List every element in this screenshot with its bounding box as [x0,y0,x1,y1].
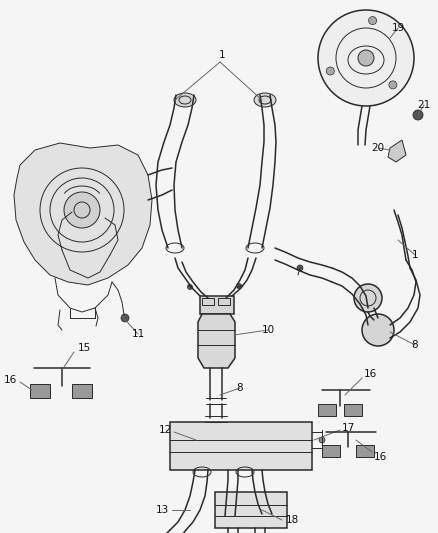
Circle shape [121,314,129,322]
Bar [170,422,312,470]
Text: 20: 20 [371,143,385,153]
Text: 8: 8 [412,340,418,350]
Text: 13: 13 [155,505,169,515]
Circle shape [354,284,382,312]
Text: 10: 10 [261,325,275,335]
Circle shape [362,314,394,346]
Circle shape [358,50,374,66]
Bar [30,384,50,398]
Circle shape [187,285,192,289]
Circle shape [369,17,377,25]
Text: 18: 18 [286,515,299,525]
Text: 1: 1 [412,250,418,260]
Text: 15: 15 [78,343,91,353]
Polygon shape [14,143,152,285]
Bar [202,298,214,305]
Bar [318,404,336,416]
Circle shape [319,437,325,443]
Text: 17: 17 [341,423,355,433]
Circle shape [297,265,303,271]
Text: 12: 12 [159,425,172,435]
Text: 1: 1 [219,50,225,60]
Polygon shape [198,314,235,368]
Ellipse shape [174,93,196,107]
Circle shape [64,192,100,228]
Bar [200,296,234,314]
Text: 19: 19 [392,23,405,33]
Text: 16: 16 [4,375,17,385]
Text: 16: 16 [364,369,377,379]
Bar [218,298,230,305]
Bar [344,404,362,416]
Text: 21: 21 [417,100,431,110]
Ellipse shape [254,93,276,107]
Circle shape [326,67,334,75]
Bar [356,445,374,457]
Text: 16: 16 [373,452,387,462]
Text: 8: 8 [237,383,244,393]
Circle shape [413,110,423,120]
Bar [322,445,340,457]
Circle shape [318,10,414,106]
Text: 11: 11 [131,329,145,339]
Bar [72,384,92,398]
Bar [215,492,287,528]
Polygon shape [388,140,406,162]
Circle shape [389,81,397,89]
Circle shape [237,284,241,288]
